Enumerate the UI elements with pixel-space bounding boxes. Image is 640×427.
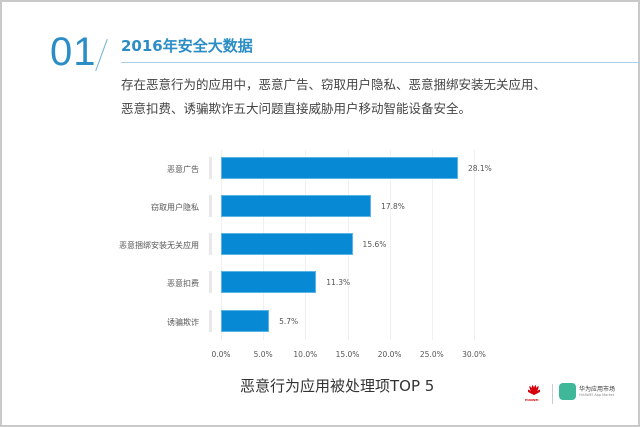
axis-tick (209, 310, 212, 332)
app-market-subtitle: HUAWEI App Market (579, 393, 615, 397)
axis-tick (209, 271, 212, 293)
x-tick-label: 5.0% (253, 350, 273, 359)
description-line-1: 存在恶意行为的应用中，恶意广告、窃取用户隐私、恶意捆绑安装无关应用、 (121, 77, 547, 92)
x-tick-label: 0.0% (211, 350, 231, 359)
section-number: 01 (50, 30, 97, 74)
gridline (389, 150, 391, 340)
value-label: 5.7% (279, 317, 299, 326)
description-line-2: 恶意扣费、诱骗欺诈五大问题直接威胁用户移动智能设备安全。 (121, 101, 472, 116)
value-label: 11.3% (326, 278, 351, 287)
category-label: 恶意捆绑安装无关应用 (119, 241, 199, 250)
category-label: 诱骗欺诈 (167, 318, 199, 327)
bar (221, 157, 458, 179)
bar (221, 271, 317, 293)
app-market-name: 华为应用市场 (579, 386, 616, 393)
title-underline (121, 62, 640, 63)
x-tick-label: 10.0% (293, 350, 318, 359)
logo-separator (552, 384, 553, 404)
section-title: 2016年安全大数据 (121, 37, 253, 55)
huawei-logo-icon (528, 385, 540, 395)
axis-tick (209, 233, 212, 255)
bar (221, 233, 353, 255)
bar (221, 310, 270, 332)
huawei-brand-text: HUAWEI (525, 398, 539, 402)
x-tick-label: 20.0% (377, 350, 402, 359)
category-label: 恶意扣费 (167, 279, 199, 288)
chart-title: 恶意行为应用被处理项TOP 5 (240, 377, 435, 395)
x-tick-label: 30.0% (462, 350, 486, 359)
gridline (431, 150, 433, 340)
value-label: 17.8% (381, 202, 405, 211)
app-market-icon (559, 383, 576, 400)
gridline (474, 150, 475, 340)
x-tick-label: 25.0% (419, 350, 444, 359)
category-label: 窃取用户隐私 (151, 203, 199, 212)
value-label: 15.6% (362, 240, 387, 249)
description: 存在恶意行为的应用中，恶意广告、窃取用户隐私、恶意捆绑安装无关应用、 恶意扣费、… (121, 73, 591, 121)
bar (221, 195, 372, 217)
axis-tick (209, 195, 212, 217)
category-label: 恶意广告 (167, 165, 199, 174)
value-label: 28.1% (467, 164, 492, 173)
x-tick-label: 15.0% (335, 350, 360, 359)
axis-tick (209, 157, 212, 179)
